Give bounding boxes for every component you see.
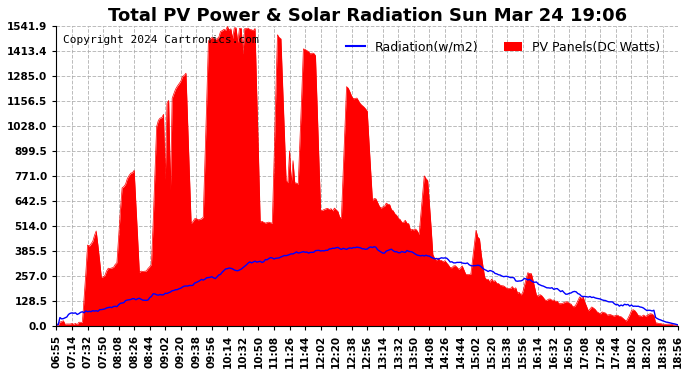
Legend: Radiation(w/m2), PV Panels(DC Watts): Radiation(w/m2), PV Panels(DC Watts) xyxy=(342,36,666,59)
Text: Copyright 2024 Cartronics.com: Copyright 2024 Cartronics.com xyxy=(63,36,259,45)
Title: Total PV Power & Solar Radiation Sun Mar 24 19:06: Total PV Power & Solar Radiation Sun Mar… xyxy=(108,7,627,25)
